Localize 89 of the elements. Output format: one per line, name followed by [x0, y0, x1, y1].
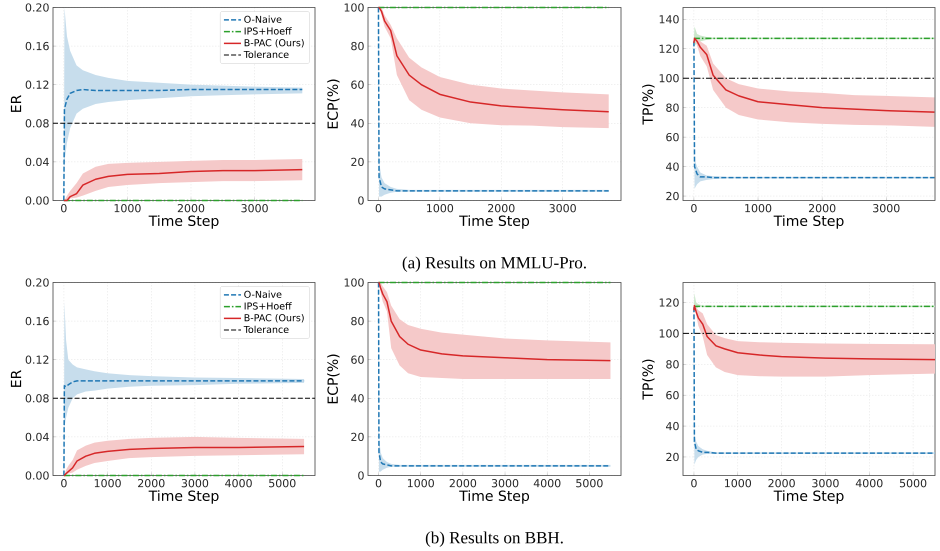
y-tick-label: 0.04: [26, 432, 49, 441]
y-tick-label: 140: [660, 14, 679, 24]
y-tick-label: 0.12: [26, 355, 48, 364]
x-tick-label: 0: [376, 204, 382, 212]
legend-label: O-Naive: [244, 15, 282, 23]
x-tick-label: 2000: [488, 204, 515, 212]
x-tick-label: 5000: [269, 478, 296, 488]
y-axis-title: ER: [10, 94, 22, 112]
y-tick-label: 0.08: [26, 118, 49, 128]
legend-label: IPS+Hoeff: [244, 302, 292, 310]
y-tick-label: 0.00: [26, 196, 49, 204]
y-tick-label: 0.20: [26, 278, 49, 286]
y-tick-label: 80: [351, 316, 364, 326]
x-tick-label: 4000: [534, 478, 560, 488]
y-tick-label: 100: [660, 74, 679, 82]
y-tick-label: 0.04: [26, 158, 49, 166]
y-tick-label: 0.08: [26, 394, 49, 402]
y-tick-label: 20: [666, 452, 679, 461]
x-tick-label: 3000: [812, 478, 839, 488]
y-tick-label: 60: [351, 80, 364, 89]
x-tick-label: 0: [61, 204, 67, 212]
y-tick-label: 0.20: [26, 3, 49, 12]
y-tick-label: 120: [660, 298, 679, 306]
y-axis-title: ER: [10, 370, 22, 387]
legend-label: O-Naive: [244, 290, 282, 298]
y-tick-label: 20: [351, 158, 364, 166]
legend-label: B-PAC (Ours): [244, 38, 304, 48]
y-tick-label: 0.00: [26, 471, 49, 480]
x-tick-label: 1000: [408, 478, 434, 488]
x-tick-label: 3000: [182, 478, 208, 488]
x-tick-label: 5000: [576, 478, 603, 488]
y-tick-label: 100: [344, 278, 364, 286]
x-tick-label: 5000: [900, 478, 926, 488]
x-tick-label: 2000: [808, 204, 836, 212]
text: (a) Results on MMLU-Pro.: [402, 256, 586, 272]
y-tick-label: 80: [666, 360, 679, 368]
x-tick-label: 1000: [114, 204, 141, 212]
y-tick-label: 120: [660, 44, 679, 53]
y-tick-label: 100: [660, 329, 679, 338]
y-axis-title: ECP(%): [327, 79, 340, 128]
x-axis-title: Time Step: [148, 490, 219, 504]
y-tick-label: 20: [666, 192, 679, 200]
y-tick-label: 0: [358, 196, 364, 204]
y-tick-label: 40: [351, 118, 364, 128]
x-axis-title: Time Step: [774, 214, 844, 229]
y-tick-label: 100: [344, 3, 364, 12]
x-axis-title: Time Step: [774, 490, 844, 504]
x-tick-label: 3000: [241, 204, 268, 212]
y-axis-title: TP(%): [642, 84, 655, 124]
x-tick-label: 2000: [450, 478, 476, 488]
x-tick-label: 2000: [138, 478, 164, 488]
legend-label: Tolerance: [244, 325, 289, 333]
y-tick-label: 60: [666, 390, 679, 400]
y-axis-title: TP(%): [642, 359, 655, 400]
y-tick-label: 0.12: [26, 80, 48, 89]
text: (b) Results on BBH.: [426, 531, 563, 547]
x-tick-label: 0: [376, 478, 382, 488]
legend-label: Tolerance: [244, 50, 289, 58]
y-tick-label: 0: [358, 471, 364, 480]
x-tick-label: 4000: [856, 478, 883, 488]
y-tick-label: 60: [666, 132, 679, 142]
x-tick-label: 3000: [873, 204, 900, 212]
y-tick-label: 60: [351, 355, 364, 364]
y-tick-label: 80: [351, 42, 364, 50]
x-tick-label: 1000: [725, 478, 752, 488]
y-tick-label: 0.16: [26, 42, 49, 50]
y-tick-label: 0.16: [26, 316, 49, 326]
x-tick-label: 4000: [225, 478, 252, 488]
x-tick-label: 1000: [745, 204, 772, 212]
x-axis-title: Time Step: [148, 214, 219, 229]
x-tick-label: 3000: [492, 478, 518, 488]
x-tick-label: 0: [691, 204, 697, 212]
x-axis-title: Time Step: [459, 214, 530, 229]
y-tick-label: 40: [666, 422, 679, 430]
x-tick-label: 3000: [550, 204, 576, 212]
y-tick-label: 40: [666, 162, 679, 171]
x-tick-label: 0: [691, 478, 697, 488]
x-tick-label: 1000: [427, 204, 454, 212]
y-tick-label: 20: [351, 432, 364, 441]
x-tick-label: 2000: [768, 478, 795, 488]
legend-label: IPS+Hoeff: [244, 27, 292, 34]
x-tick-label: 1000: [94, 478, 121, 488]
y-tick-label: 80: [666, 103, 679, 112]
x-tick-label: 0: [61, 478, 67, 488]
y-tick-label: 40: [351, 394, 364, 402]
x-tick-label: 2000: [178, 204, 204, 212]
legend-label: B-PAC (Ours): [244, 314, 304, 322]
y-axis-title: ECP(%): [327, 354, 340, 404]
x-axis-title: Time Step: [459, 490, 530, 504]
